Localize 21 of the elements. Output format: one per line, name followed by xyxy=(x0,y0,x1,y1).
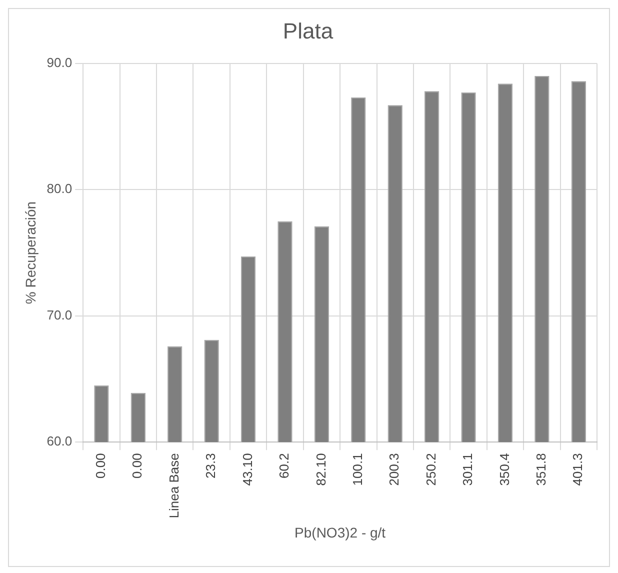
y-tick-label: 90.0 xyxy=(46,54,72,70)
x-tick-label: 200.3 xyxy=(386,453,402,486)
x-tick-label: 100.1 xyxy=(350,453,365,486)
x-tick-label: 0.00 xyxy=(93,453,108,478)
x-tick-label: 0.00 xyxy=(130,453,145,478)
x-tick-label: 301.1 xyxy=(460,453,476,486)
y-tick-label: 80.0 xyxy=(46,181,72,196)
chart-title: Plata xyxy=(282,18,334,44)
x-tick-label: 250.2 xyxy=(423,453,438,486)
y-tick-label: 60.0 xyxy=(46,434,72,449)
x-tick-label: 351.8 xyxy=(534,453,549,486)
x-tick-label: 82.10 xyxy=(313,453,328,486)
x-tick-label: 23.3 xyxy=(203,453,218,478)
x-tick-label: 401.3 xyxy=(570,453,586,486)
x-tick-label: 350.4 xyxy=(496,453,512,486)
x-tick-label: Linea Base xyxy=(166,453,182,518)
x-axis-title: Pb(NO3)2 - g/t xyxy=(294,524,386,540)
x-tick-label: 60.2 xyxy=(276,453,292,478)
y-tick-label: 70.0 xyxy=(46,307,72,322)
x-tick-label: 43.10 xyxy=(240,453,255,486)
y-axis-title: % Recuperación xyxy=(22,201,38,304)
